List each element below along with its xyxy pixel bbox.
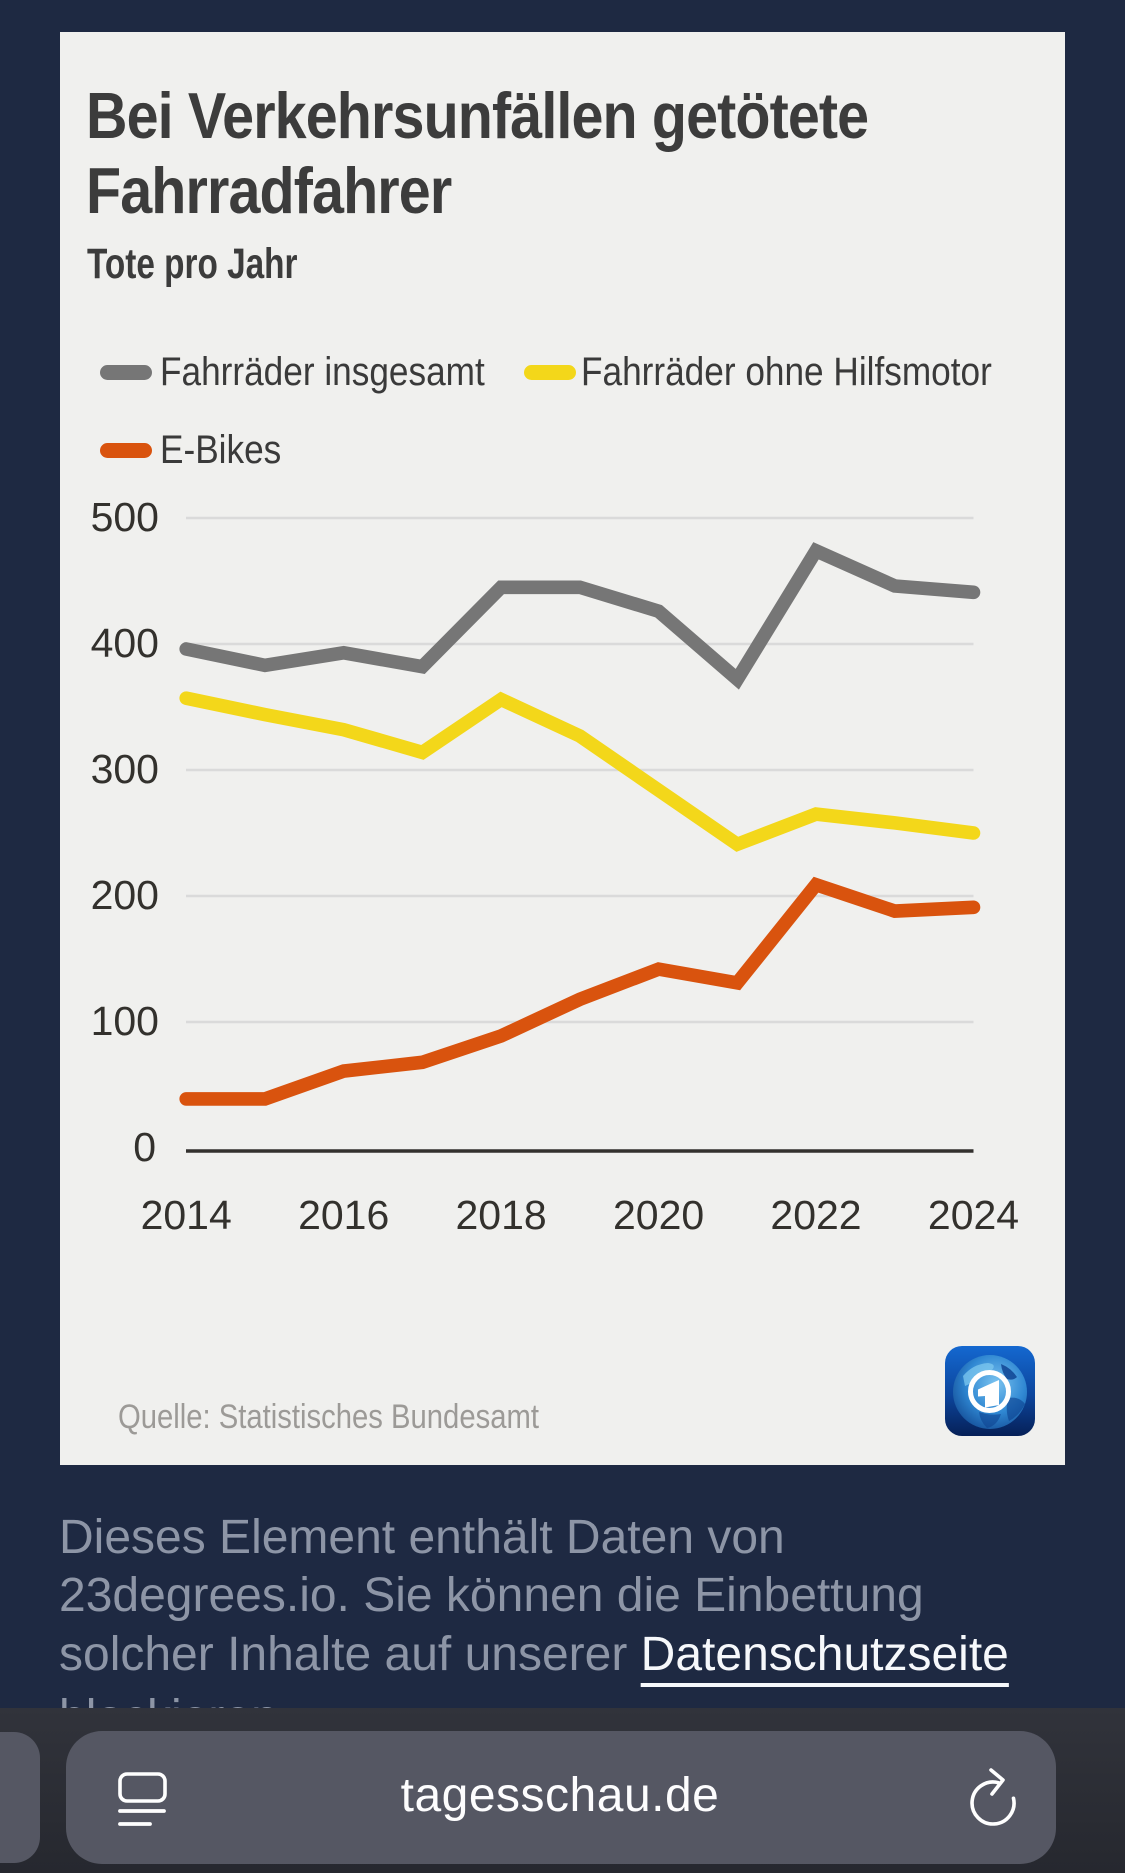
svg-text:300: 300 <box>91 746 159 792</box>
svg-text:500: 500 <box>91 494 159 540</box>
svg-text:0: 0 <box>133 1124 156 1170</box>
svg-text:2014: 2014 <box>141 1192 232 1238</box>
svg-text:2024: 2024 <box>928 1192 1019 1238</box>
svg-text:400: 400 <box>91 620 159 666</box>
svg-text:2018: 2018 <box>455 1192 546 1238</box>
svg-text:2016: 2016 <box>298 1192 389 1238</box>
svg-text:100: 100 <box>91 998 159 1044</box>
svg-text:2022: 2022 <box>770 1192 861 1238</box>
svg-text:200: 200 <box>91 872 159 918</box>
svg-text:2020: 2020 <box>613 1192 704 1238</box>
